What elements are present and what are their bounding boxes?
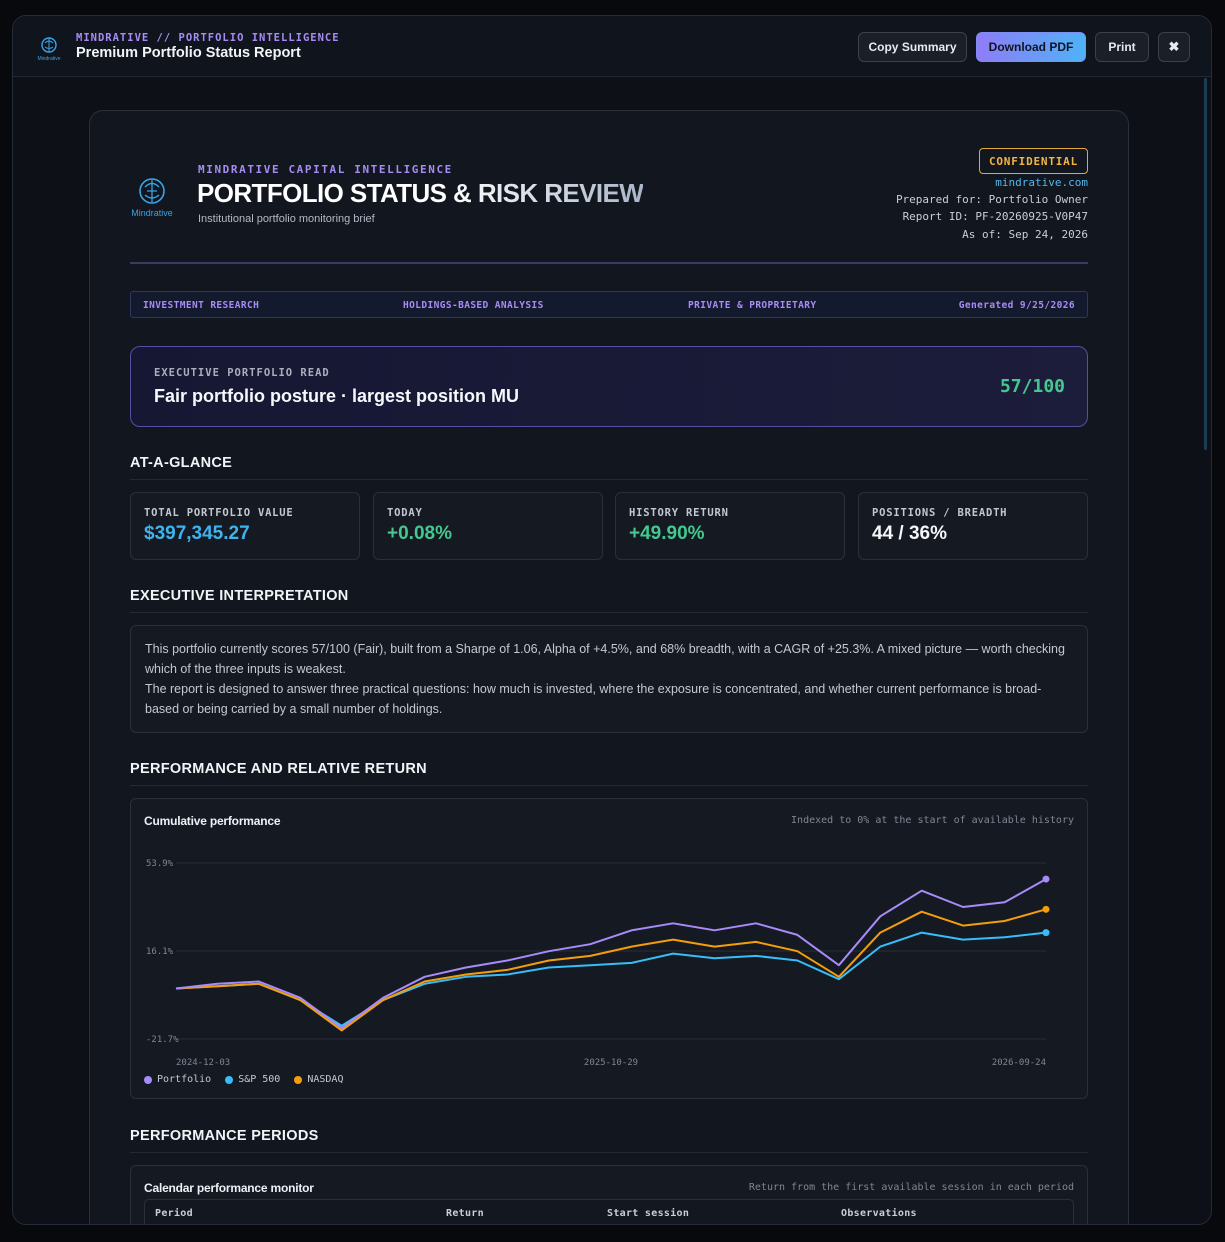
header-divider <box>130 262 1088 264</box>
interpretation-paragraph: The report is designed to answer three p… <box>145 682 1042 716</box>
section-divider <box>130 1152 1088 1153</box>
kpi-value: 44 / 36% <box>872 523 947 544</box>
download-pdf-button[interactable]: Download PDF <box>976 32 1086 62</box>
mindrative-logo: Mindrative <box>128 174 184 224</box>
legend-item: NASDAQ <box>294 1074 343 1085</box>
copy-summary-button[interactable]: Copy Summary <box>858 32 967 62</box>
y-tick-label: 53.9% <box>146 859 174 869</box>
y-tick-label: -21.7% <box>146 1035 179 1045</box>
kpi-value: $397,345.27 <box>144 523 250 544</box>
print-button[interactable]: Print <box>1095 32 1149 62</box>
performance-chart: 53.9% 16.1% -21.7% 2024-12-03 2025-10-29 2026… <box>146 859 1050 1068</box>
interpretation-box: This portfolio currently scores 57/100 (… <box>130 625 1088 733</box>
column-header-return: Return <box>446 1208 484 1219</box>
exec-headline: Fair portfolio posture · largest positio… <box>154 386 520 406</box>
brand-label: Mindrative <box>37 56 60 62</box>
generated-date: Generated 9/25/2026 <box>958 300 1075 311</box>
kpi-label: TOTAL PORTFOLIO VALUE <box>144 507 294 519</box>
report-kicker: MINDRATIVE CAPITAL INTELLIGENCE <box>198 163 453 176</box>
classification-strip: INVESTMENT RESEARCH HOLDINGS-BASED ANALY… <box>130 291 1088 318</box>
periods-card: Calendar performance monitor Return from… <box>130 1165 1088 1224</box>
periods-title: Calendar performance monitor <box>144 1181 314 1195</box>
legend-swatch <box>144 1075 152 1084</box>
section-divider <box>130 479 1088 480</box>
legend-label: NASDAQ <box>307 1074 344 1085</box>
strip-item: HOLDINGS-BASED ANALYSIS <box>403 300 544 311</box>
legend-item: Portfolio <box>144 1074 211 1085</box>
chart-legend: Portfolio S&P 500 NASDAQ <box>144 1074 343 1085</box>
legend-label: Portfolio <box>157 1074 212 1085</box>
kpi-today: TODAY +0.08% <box>373 492 603 560</box>
x-tick-label: 2026-09-24 <box>992 1058 1046 1068</box>
series-endpoint <box>1042 905 1050 913</box>
legend-item: S&P 500 <box>225 1074 280 1085</box>
series-endpoint <box>1042 875 1050 883</box>
column-header-start-session: Start session <box>607 1208 690 1219</box>
report-id: Report ID: PF-20260925-V0P47 <box>902 210 1088 223</box>
logo-label: Mindrative <box>131 208 173 218</box>
performance-chart-card: Cumulative performance Indexed to 0% at … <box>130 798 1088 1099</box>
performance-heading: PERFORMANCE AND RELATIVE RETURN <box>130 761 427 777</box>
as-of-date: As of: Sep 24, 2026 <box>962 228 1088 241</box>
series-line-portfolio <box>175 878 1047 1030</box>
kpi-value: +49.90% <box>629 523 705 544</box>
section-divider <box>130 612 1088 613</box>
close-icon[interactable]: ✖ <box>1158 32 1190 62</box>
report-page: Mindrative MINDRATIVE CAPITAL INTELLIGEN… <box>89 110 1129 1224</box>
app-kicker: MINDRATIVE // PORTFOLIO INTELLIGENCE <box>76 32 340 44</box>
kpi-history-return: HISTORY RETURN +49.90% <box>615 492 845 560</box>
series-line-nasdaq <box>175 908 1047 1032</box>
legend-swatch <box>225 1075 234 1084</box>
periods-table: Period Return Start session Observations <box>144 1199 1074 1224</box>
kpi-positions-breadth: POSITIONS / BREADTH 44 / 36% <box>858 492 1088 560</box>
report-window: Mindrative MINDRATIVE // PORTFOLIO INTEL… <box>12 15 1212 1225</box>
at-a-glance-heading: AT-A-GLANCE <box>130 455 233 471</box>
y-tick-label: 16.1% <box>146 947 174 957</box>
report-title: PORTFOLIO STATUS & RISK REVIEW <box>197 178 644 208</box>
interpretation-heading: EXECUTIVE INTERPRETATION <box>130 588 349 604</box>
series-line-s-p-500 <box>175 931 1047 1027</box>
kpi-total-value: TOTAL PORTFOLIO VALUE $397,345.27 <box>130 492 360 560</box>
legend-swatch <box>294 1075 303 1084</box>
section-divider <box>130 785 1088 786</box>
legend-label: S&P 500 <box>238 1074 281 1085</box>
kpi-value: +0.08% <box>387 523 452 544</box>
kpi-label: HISTORY RETURN <box>629 507 729 519</box>
scrollbar-thumb[interactable] <box>1204 78 1207 450</box>
periods-note: Return from the first available session … <box>748 1182 1074 1193</box>
strip-item: INVESTMENT RESEARCH <box>143 300 260 311</box>
column-header-observations: Observations <box>841 1208 917 1219</box>
x-tick-label: 2024-12-03 <box>176 1058 230 1068</box>
exec-kicker: EXECUTIVE PORTFOLIO READ <box>154 367 330 379</box>
chart-note: Indexed to 0% at the start of available … <box>791 815 1074 826</box>
confidential-badge: CONFIDENTIAL <box>979 148 1088 174</box>
strip-item: PRIVATE & PROPRIETARY <box>688 300 817 311</box>
app-title: Premium Portfolio Status Report <box>76 45 301 61</box>
exec-score: 57/100 <box>999 376 1065 397</box>
kpi-label: POSITIONS / BREADTH <box>872 507 1008 519</box>
report-subtitle: Institutional portfolio monitoring brief <box>198 213 375 225</box>
kpi-label: TODAY <box>387 507 423 519</box>
site-link[interactable]: mindrative.com <box>995 176 1088 189</box>
top-bar: Mindrative MINDRATIVE // PORTFOLIO INTEL… <box>13 16 1211 77</box>
series-endpoint <box>1042 929 1050 937</box>
periods-heading: PERFORMANCE PERIODS <box>130 1128 319 1144</box>
executive-read-card: EXECUTIVE PORTFOLIO READ Fair portfolio … <box>130 346 1088 427</box>
prepared-for: Prepared for: Portfolio Owner <box>895 193 1088 206</box>
brain-logo-icon: Mindrative <box>35 34 63 62</box>
column-header-period: Period <box>155 1208 193 1219</box>
chart-title: Cumulative performance <box>144 814 281 828</box>
interpretation-paragraph: This portfolio currently scores 57/100 (… <box>145 642 1065 676</box>
x-tick-label: 2025-10-29 <box>584 1058 638 1068</box>
